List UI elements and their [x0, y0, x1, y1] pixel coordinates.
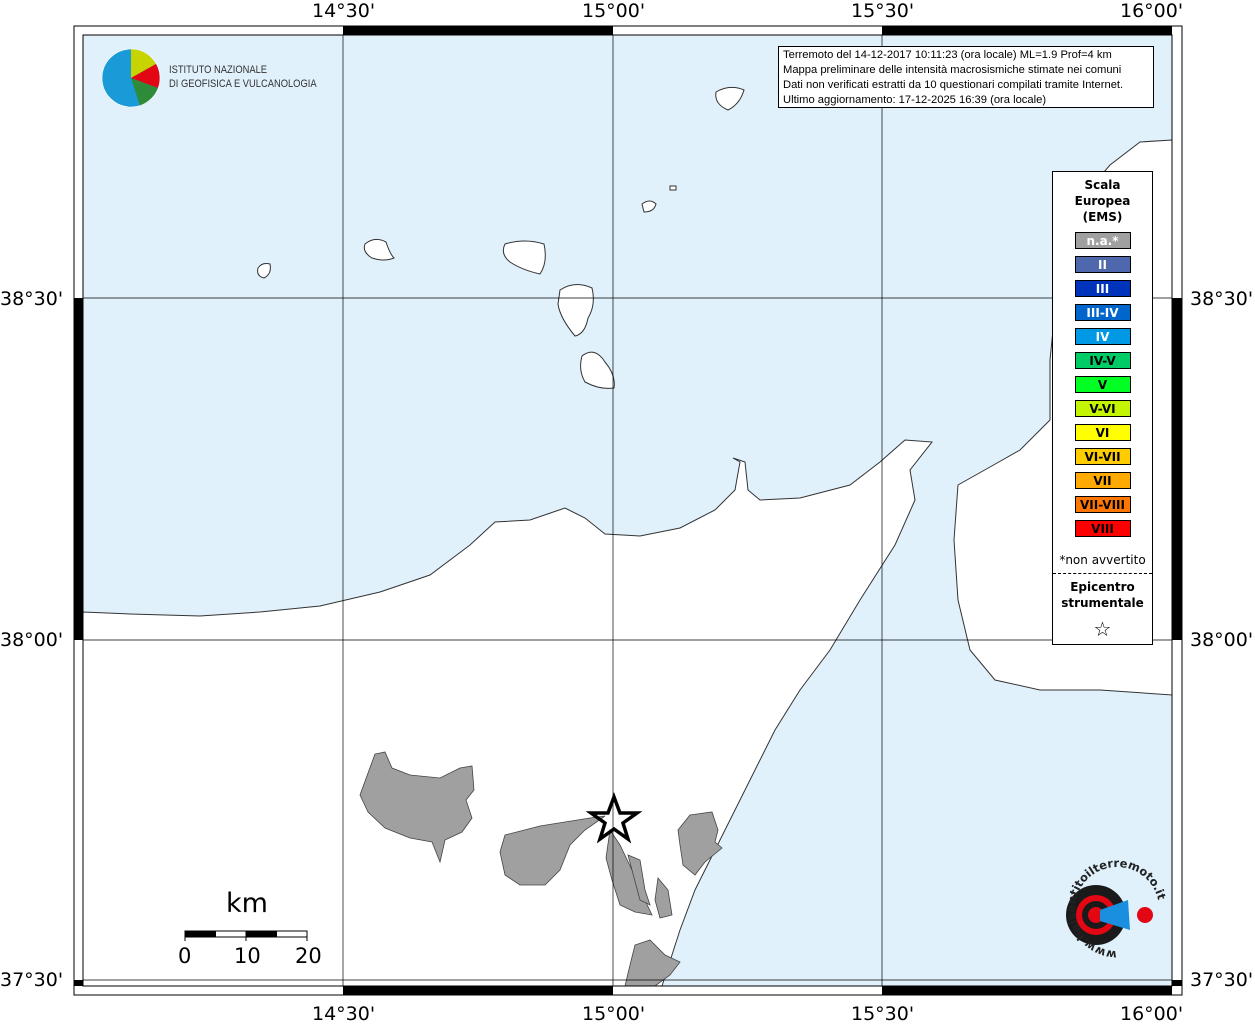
legend-swatch-ii: II	[1074, 256, 1131, 273]
top-tick: 16°00'	[1120, 0, 1184, 22]
municipality	[499, 815, 606, 886]
legend-swatch-vii: VII	[1074, 472, 1131, 489]
legend-swatch-iv-v: IV-V	[1074, 352, 1131, 369]
graticule	[83, 35, 1172, 986]
epicenter-star-icon	[585, 792, 643, 844]
ingv-logo-icon	[101, 48, 161, 108]
ingv-logo-text: ISTITUTO NAZIONALE DI GEOFISICA E VULCAN…	[169, 63, 317, 91]
epicenter-title: Epicentro strumentale	[1061, 580, 1144, 610]
municipality	[677, 811, 723, 876]
scale-label: 10	[234, 944, 261, 968]
left-tick: 38°30'	[0, 288, 64, 310]
legend-swatch-viii: VIII	[1074, 520, 1131, 537]
right-tick: 37°30'	[1190, 969, 1254, 991]
island	[669, 185, 677, 191]
island	[580, 351, 615, 389]
island	[641, 200, 657, 213]
municipality	[624, 939, 681, 987]
legend-title: Scala Europea (EMS)	[1074, 178, 1131, 224]
sicily	[82, 439, 933, 987]
bottom-tick: 15°30'	[851, 1003, 915, 1025]
legend-swatch-iii: III	[1074, 280, 1131, 297]
legend: Scala Europea (EMS) n.a.* II III III-IV IV IV…	[1052, 171, 1153, 645]
municipality	[654, 877, 673, 919]
info-line: Dati non verificati estratti da 10 quest…	[783, 79, 1124, 91]
municipality	[359, 751, 475, 864]
island	[715, 86, 745, 111]
info-line: Mappa preliminare delle intensità macros…	[783, 64, 1122, 76]
scale-label: 0	[178, 944, 192, 968]
legend-swatch-vi: VI	[1074, 424, 1131, 441]
haisentito-badge-icon	[1066, 885, 1153, 945]
island	[557, 284, 594, 337]
legend-divider	[1053, 573, 1152, 574]
scale-unit: km	[226, 888, 268, 919]
legend-swatch-v-vi: V-VI	[1074, 400, 1131, 417]
island	[363, 238, 395, 261]
logo-line: ISTITUTO NAZIONALE	[169, 64, 268, 76]
legend-swatch-iii-iv: III-IV	[1074, 304, 1131, 321]
legend-note: *non avvertito	[1059, 553, 1146, 567]
info-line: Ultimo aggiornamento: 17-12-2025 16:39 (…	[783, 94, 1047, 106]
logo-line: DI GEOFISICA E VULCANOLOGIA	[169, 78, 317, 90]
epicenter-star-icon: ☆	[1093, 617, 1112, 641]
scale-label: 20	[295, 944, 322, 968]
island	[257, 263, 271, 279]
legend-swatch-vii-viii: VII-VIII	[1074, 496, 1131, 513]
right-tick: 38°00'	[1190, 629, 1254, 651]
left-tick: 38°00'	[0, 629, 64, 651]
top-tick: 15°30'	[851, 0, 915, 22]
bottom-tick: 15°00'	[582, 1003, 646, 1025]
bottom-tick: 14°30'	[312, 1003, 376, 1025]
left-tick: 37°30'	[0, 969, 64, 991]
info-box: Terremoto del 14-12-2017 10:11:23 (ora l…	[778, 46, 1154, 108]
municipality	[627, 854, 651, 906]
scale-bar	[184, 930, 308, 941]
island	[502, 240, 546, 275]
legend-swatches: n.a.* II III III-IV IV IV-V V V-VI VI VI-VII VII VI…	[1053, 232, 1152, 537]
info-line: Terremoto del 14-12-2017 10:11:23 (ora l…	[783, 49, 1112, 61]
legend-swatch-n-a-: n.a.*	[1074, 232, 1131, 249]
bottom-tick: 16°00'	[1120, 1003, 1184, 1025]
right-tick: 38°30'	[1190, 288, 1254, 310]
top-tick: 15°00'	[582, 0, 646, 22]
legend-swatch-iv: IV	[1074, 328, 1131, 345]
legend-swatch-vi-vii: VI-VII	[1074, 448, 1131, 465]
frame	[73, 25, 1183, 996]
legend-swatch-v: V	[1074, 376, 1131, 393]
top-tick: 14°30'	[312, 0, 376, 22]
affected-municipalities	[359, 751, 723, 987]
